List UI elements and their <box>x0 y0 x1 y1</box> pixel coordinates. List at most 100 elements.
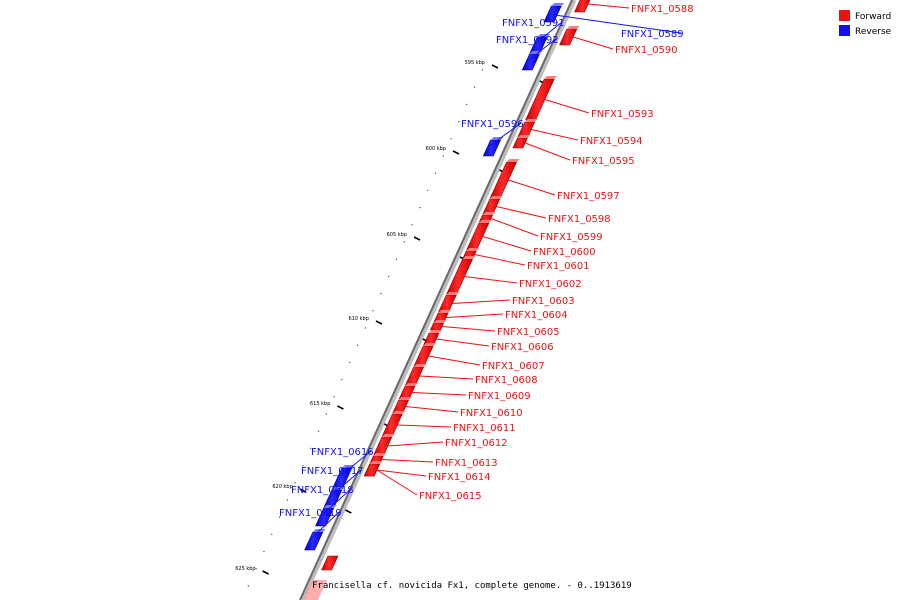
major-tick <box>413 236 421 241</box>
gene-connector <box>441 326 496 332</box>
gene-label-fnfx1_0590[interactable]: FNFX1_0590 <box>615 45 678 56</box>
major-ticks: 595 kbp 600 kbp 605 kbp 610 kbp 615 kbp 620 k… <box>235 60 547 575</box>
gene-connector <box>376 469 418 496</box>
minor-tick-dot <box>310 447 312 450</box>
gene-block-bevel <box>482 212 496 215</box>
gene-connector <box>327 469 362 500</box>
minor-tick-dot <box>255 568 257 570</box>
gene-label-fnfx1_0603[interactable]: FNFX1_0603 <box>512 296 575 307</box>
major-tick <box>375 320 383 325</box>
minor-tick-dot <box>481 69 483 71</box>
gene-label-fnfx1_0595[interactable]: FNFX1_0595 <box>572 156 635 167</box>
gene-label-fnfx1_0616[interactable]: FNFX1_0616 <box>311 447 374 458</box>
gene-label-fnfx1_0597[interactable]: FNFX1_0597 <box>557 191 620 202</box>
gene-block-bevel <box>489 196 503 199</box>
legend-forward-swatch <box>839 10 850 21</box>
major-tick <box>262 570 269 575</box>
gene-block-fnfx1_0592[interactable] <box>521 53 540 71</box>
gene-label-fnfx1_0593[interactable]: FNFX1_0593 <box>591 109 654 120</box>
gene-label-fnfx1_0612[interactable]: FNFX1_0612 <box>445 438 508 449</box>
gene-connector <box>588 3 630 9</box>
gene-label-fnfx1_0591[interactable]: FNFX1_0591 <box>502 18 565 29</box>
tick-label: 595 kbp <box>465 60 485 66</box>
minor-tick-dot <box>286 499 289 501</box>
minor-tick-dot <box>341 378 343 381</box>
minor-tick-dot <box>263 550 265 553</box>
gene-connector <box>508 179 556 196</box>
gene-connector <box>319 488 352 518</box>
gene-label-fnfx1_0606[interactable]: FNFX1_0606 <box>491 342 554 353</box>
gene-connector <box>482 236 532 252</box>
gene-label-fnfx1_0601[interactable]: FNFX1_0601 <box>527 261 590 272</box>
minor-tick-dot <box>434 172 437 174</box>
gene-block-bevel <box>413 364 427 367</box>
gene-connector <box>547 13 682 34</box>
gene-label-fnfx1_0609[interactable]: FNFX1_0609 <box>468 391 531 402</box>
tick-label: 615 kbp <box>310 401 330 407</box>
major-tick <box>299 488 307 493</box>
gene-label-fnfx1_0589[interactable]: FNFX1_0589 <box>621 29 684 40</box>
major-tick <box>491 64 499 69</box>
gene-block-bevel <box>423 343 437 346</box>
minor-tick-dot <box>473 86 476 88</box>
gene-label-fnfx1_0618[interactable]: FNFX1_0618 <box>291 485 354 496</box>
gene-block-fnfx1_0619[interactable] <box>304 531 324 551</box>
gene-label-fnfx1_0610[interactable]: FNFX1_0610 <box>460 408 523 419</box>
genome-backbone-shadow <box>299 0 577 600</box>
gene-connector <box>376 469 427 477</box>
gene-block-fnfx1_0605[interactable] <box>429 322 445 331</box>
gene-label-fnfx1_0588[interactable]: FNFX1_0588 <box>631 4 694 15</box>
gene-label-fnfx1_0599[interactable]: FNFX1_0599 <box>540 232 603 243</box>
gene-block-bevel <box>381 434 395 437</box>
gene-label-fnfx1_0611[interactable]: FNFX1_0611 <box>453 423 516 434</box>
gene-block-bevel <box>544 76 558 79</box>
gene-label-fnfx1_0592[interactable]: FNFX1_0592 <box>496 35 559 46</box>
minor-tick-dot <box>278 516 281 518</box>
gene-label-fnfx1_0600[interactable]: FNFX1_0600 <box>533 247 596 258</box>
gene-label-fnfx1_0602[interactable]: FNFX1_0602 <box>519 279 582 290</box>
gene-connector <box>486 122 522 149</box>
minor-tick-dot <box>465 103 468 106</box>
tick-label: 620 kbp <box>272 484 292 490</box>
gene-label-fnfx1_0596[interactable]: FNFX1_0596 <box>461 119 524 130</box>
minor-tick-dot <box>426 189 429 192</box>
gene-block-fnfx1_0588[interactable] <box>574 0 592 13</box>
gene-connector <box>436 338 490 347</box>
gene-block-unlabeled[interactable] <box>321 555 339 571</box>
major-tick <box>337 405 344 410</box>
gene-block-bevel <box>446 292 460 295</box>
gene-block-bevel <box>405 383 419 386</box>
gene-block-bevel <box>566 26 580 29</box>
gene-label-fnfx1_0598[interactable]: FNFX1_0598 <box>548 214 611 225</box>
gene-connector <box>412 392 467 396</box>
gene-block-bevel <box>478 220 492 223</box>
minor-tick-dot <box>271 533 273 536</box>
gene-label-fnfx1_0594[interactable]: FNFX1_0594 <box>580 136 643 147</box>
gene-block-bevel <box>462 256 476 259</box>
gene-connector <box>428 355 481 366</box>
gene-connector <box>419 375 474 380</box>
gene-block-bevel <box>438 310 452 313</box>
gene-connector <box>308 511 340 542</box>
gene-connector <box>397 424 452 428</box>
gene-label-fnfx1_0604[interactable]: FNFX1_0604 <box>505 310 568 321</box>
gene-connector <box>496 206 547 219</box>
gene-label-fnfx1_0608[interactable]: FNFX1_0608 <box>475 375 538 386</box>
minor-tick-dot <box>403 241 405 243</box>
gene-label-fnfx1_0614[interactable]: FNFX1_0614 <box>428 472 491 483</box>
gene-label-fnfx1_0613[interactable]: FNFX1_0613 <box>435 458 498 469</box>
gene-block-fnfx1_0596[interactable] <box>482 139 501 157</box>
minor-tick-dot <box>442 155 444 157</box>
tick-label: 625 kbp <box>235 566 255 572</box>
gene-connector <box>446 313 504 318</box>
gene-label-fnfx1_0607[interactable]: FNFX1_0607 <box>482 361 545 372</box>
gene-block-bevel <box>369 461 383 464</box>
gene-connector <box>525 38 557 63</box>
gene-label-fnfx1_0615[interactable]: FNFX1_0615 <box>419 491 482 502</box>
minor-tick-dots <box>247 69 483 587</box>
tick-label: 610 kbp <box>349 316 369 322</box>
gene-label-fnfx1_0617[interactable]: FNFX1_0617 <box>301 466 364 477</box>
gene-label-fnfx1_0619[interactable]: FNFX1_0619 <box>279 508 342 519</box>
gene-label-fnfx1_0605[interactable]: FNFX1_0605 <box>497 327 560 338</box>
minor-tick-dot <box>317 430 320 432</box>
